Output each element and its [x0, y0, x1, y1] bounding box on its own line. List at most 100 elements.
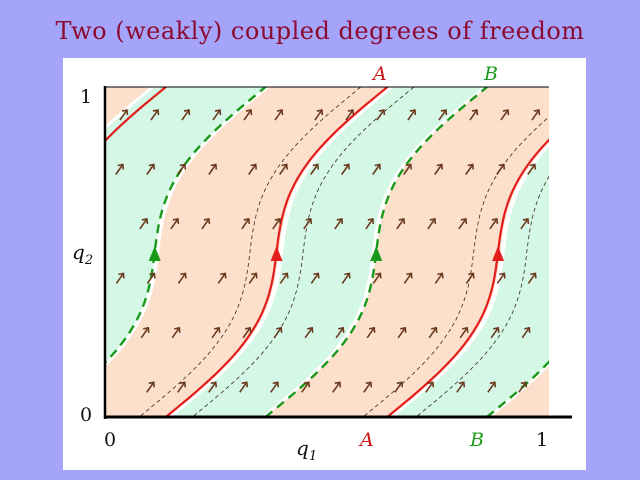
flow-arrow-head: [143, 326, 150, 333]
flow-arrow-shaft: [310, 164, 319, 175]
flow-arrow-shaft: [314, 109, 323, 121]
flow-arrow-shaft: [150, 109, 159, 121]
separatrix-curve: [138, 87, 362, 417]
x-axis-label: q1: [296, 436, 317, 464]
flow-arrow-head: [148, 381, 156, 388]
flow-arrow-shaft: [363, 381, 372, 393]
flow-arrow-head: [530, 272, 537, 279]
flow-arrow-shaft: [248, 164, 257, 175]
flow-arrow-shaft: [531, 109, 540, 121]
flow-arrow-head: [336, 217, 344, 225]
flow-arrow-head: [180, 272, 187, 279]
flow-arrow-head: [502, 109, 510, 116]
flow-arrow-shaft: [456, 381, 465, 393]
resonance-band: [172, 87, 483, 417]
flow-arrow-head: [398, 217, 406, 225]
x-tick-1: 1: [536, 429, 548, 451]
flow-arrow-shaft: [177, 164, 186, 175]
flow-arrow-head: [462, 326, 469, 333]
resonance-band: [106, 87, 151, 125]
flow-arrow-head: [316, 109, 324, 116]
flow-arrow-shaft: [272, 218, 281, 230]
flow-arrow-head: [493, 326, 500, 333]
flow-arrow-head: [367, 217, 375, 225]
flow-arrow-head: [152, 109, 160, 116]
orbit-B-arrowhead: [148, 246, 161, 261]
flow-arrow-head: [524, 326, 531, 333]
flow-arrow-shaft: [177, 272, 187, 284]
flow-arrow-head: [440, 109, 448, 116]
separatrix-curve: [415, 175, 549, 417]
flow-arrow-shaft: [345, 109, 354, 121]
flow-arrow-head: [437, 272, 444, 279]
flow-arrow-head: [303, 381, 311, 388]
orbit-direction-arrowheads: [148, 246, 505, 261]
flow-arrow-head: [243, 217, 251, 225]
x-axis-label-main: q: [296, 436, 309, 460]
flow-arrow-head: [241, 381, 249, 388]
marker-A-bottom: A: [358, 429, 374, 451]
flow-arrow-head: [522, 217, 530, 225]
flow-arrow-shaft: [425, 381, 434, 393]
flow-arrow-head: [471, 109, 479, 116]
flow-arrow-shaft: [248, 272, 257, 284]
flow-arrow-shaft: [146, 272, 156, 284]
flow-arrow-shaft: [518, 381, 527, 393]
flow-arrow-shaft: [465, 272, 474, 284]
flow-arrow-shaft: [304, 327, 313, 339]
separatrix-curve: [362, 116, 549, 417]
orbit-B-curve: [106, 87, 268, 364]
flow-arrow-head: [274, 217, 282, 225]
flow-arrow-shaft: [239, 381, 248, 393]
y-axis-label-subscript: 2: [84, 253, 93, 268]
flow-arrow-head: [220, 272, 227, 279]
flow-arrow-head: [396, 381, 404, 388]
flow-arrow-shaft: [208, 164, 217, 175]
separatrix-curve: [191, 87, 415, 417]
flow-arrow-shaft: [181, 109, 190, 121]
resonance-bands: [106, 87, 549, 417]
y-tick-0: 0: [80, 404, 92, 426]
flow-arrow-head: [149, 272, 156, 279]
flow-arrow-shaft: [407, 109, 416, 121]
flow-arrow-head: [405, 163, 413, 170]
flow-arrow-shaft: [243, 109, 252, 121]
flow-arrow-shaft: [438, 109, 447, 121]
flow-arrow-head: [250, 163, 257, 170]
flow-arrow-head: [369, 326, 376, 333]
marker-A-top: A: [371, 63, 387, 85]
flow-arrow-shaft: [434, 164, 443, 175]
flow-arrow-shaft: [335, 327, 344, 339]
flow-arrow-head: [429, 217, 437, 225]
flow-arrow-head: [378, 109, 386, 116]
flow-arrow-shaft: [496, 272, 506, 284]
marker-B-top: B: [483, 63, 498, 85]
flow-arrow-head: [338, 326, 345, 333]
flow-arrow-shaft: [119, 109, 128, 121]
flow-arrow-head: [520, 381, 528, 388]
flow-arrow-shaft: [242, 327, 251, 339]
flow-arrow-shaft: [403, 164, 412, 175]
flow-arrow-head: [365, 381, 373, 388]
orbit-B-curve: [263, 87, 489, 417]
flow-arrow-shaft: [211, 327, 220, 339]
flow-arrow-head: [183, 109, 191, 116]
flow-arrow-head: [533, 109, 541, 116]
flow-arrow-shaft: [332, 381, 341, 393]
flow-arrow-shaft: [428, 327, 437, 339]
flow-arrow-shaft: [366, 327, 375, 339]
flow-arrow-head: [276, 109, 284, 116]
flow-arrow-shaft: [434, 272, 443, 284]
separatrix-lines: [138, 87, 549, 417]
resonance-band: [265, 87, 549, 417]
flow-arrow-head: [251, 272, 258, 279]
flow-arrow-shaft: [115, 272, 125, 284]
resonance-band: [106, 87, 390, 417]
flow-arrow-head: [305, 217, 313, 225]
orbit-A-curve: [106, 87, 168, 142]
flow-arrow-shaft: [458, 218, 467, 230]
resonance-band: [491, 366, 549, 417]
flow-arrow-head: [491, 217, 499, 225]
resonance-band: [106, 87, 266, 362]
flow-arrow-shaft: [146, 164, 155, 175]
